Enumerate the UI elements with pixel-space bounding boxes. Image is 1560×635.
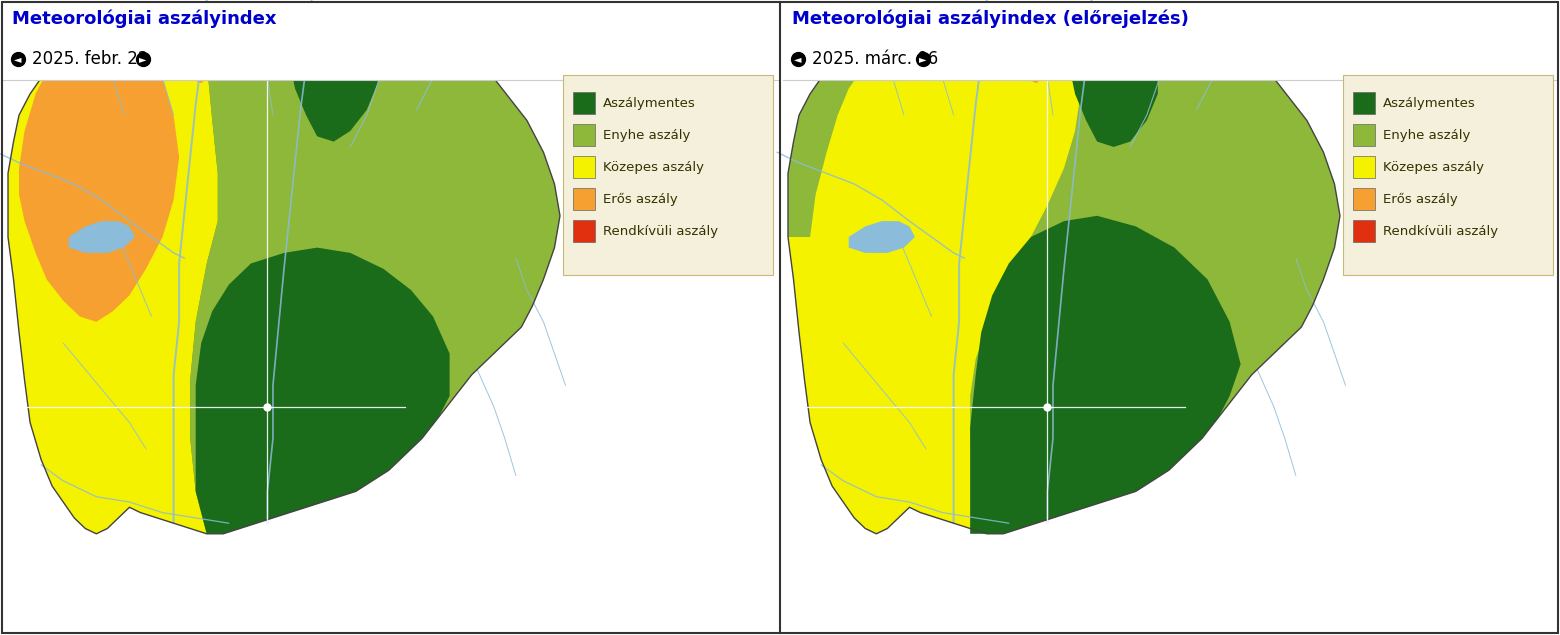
Polygon shape xyxy=(1025,46,1053,83)
Text: Erős aszály: Erős aszály xyxy=(1384,192,1457,206)
Bar xyxy=(1353,92,1374,114)
Bar xyxy=(573,188,594,210)
Polygon shape xyxy=(970,216,1240,534)
Text: ►: ► xyxy=(919,54,927,64)
Text: Enyhe aszály: Enyhe aszály xyxy=(604,128,691,142)
Bar xyxy=(573,220,594,242)
Text: Meteorológiai aszályindex (előrejelzés): Meteorológiai aszályindex (előrejelzés) xyxy=(792,10,1189,29)
Text: 2025. márc. 06: 2025. márc. 06 xyxy=(813,50,938,68)
Text: Rendkívüli aszály: Rendkívüli aszály xyxy=(1384,225,1498,237)
Text: 2025. febr. 22: 2025. febr. 22 xyxy=(33,50,148,68)
Polygon shape xyxy=(788,25,1081,534)
Bar xyxy=(1343,75,1554,275)
Text: ◄: ◄ xyxy=(14,54,22,64)
Bar xyxy=(3,2,778,632)
Bar xyxy=(783,2,1558,80)
Bar xyxy=(1353,220,1374,242)
Polygon shape xyxy=(8,25,560,534)
Text: ►: ► xyxy=(139,54,147,64)
Text: ◄: ◄ xyxy=(794,54,802,64)
Polygon shape xyxy=(788,25,1340,534)
Bar xyxy=(1353,124,1374,146)
Polygon shape xyxy=(788,25,1340,534)
Text: Enyhe aszály: Enyhe aszály xyxy=(1384,128,1471,142)
Polygon shape xyxy=(69,221,136,253)
Text: Meteorológiai aszályindex: Meteorológiai aszályindex xyxy=(12,10,276,29)
Bar xyxy=(573,124,594,146)
Polygon shape xyxy=(19,41,179,322)
Bar xyxy=(573,156,594,178)
Polygon shape xyxy=(290,25,378,142)
Bar xyxy=(1353,188,1374,210)
Polygon shape xyxy=(312,46,345,83)
Polygon shape xyxy=(1070,25,1158,147)
Text: Közepes aszály: Közepes aszály xyxy=(1384,161,1484,173)
Polygon shape xyxy=(190,46,218,83)
Bar xyxy=(563,75,774,275)
Text: Közepes aszály: Közepes aszály xyxy=(604,161,704,173)
Bar xyxy=(573,92,594,114)
Bar xyxy=(783,2,1558,632)
Text: Erős aszály: Erős aszály xyxy=(604,192,677,206)
Polygon shape xyxy=(849,221,916,253)
Bar xyxy=(3,2,778,80)
Bar xyxy=(1353,156,1374,178)
Polygon shape xyxy=(8,25,218,534)
Text: Aszálymentes: Aszálymentes xyxy=(1384,97,1476,109)
Polygon shape xyxy=(195,248,449,534)
Text: Rendkívüli aszály: Rendkívüli aszály xyxy=(604,225,718,237)
Text: Aszálymentes: Aszálymentes xyxy=(604,97,696,109)
Polygon shape xyxy=(190,25,560,534)
